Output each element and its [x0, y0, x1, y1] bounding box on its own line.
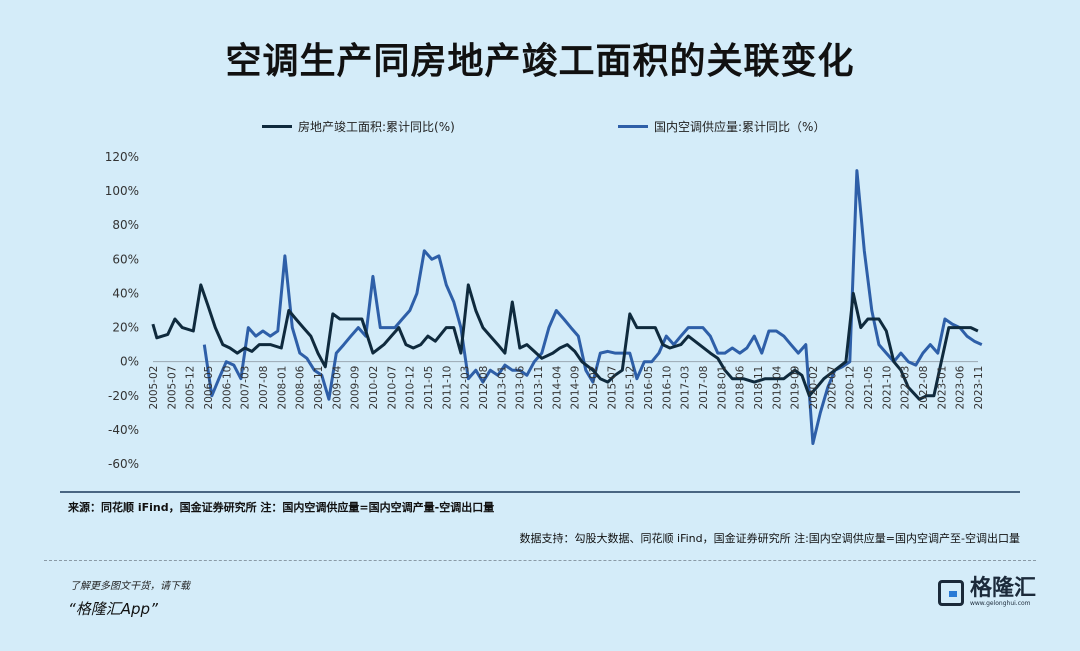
x-tick-label: 2013-11	[533, 366, 545, 410]
x-tick-label: 2012-03	[460, 366, 472, 410]
footer-divider	[44, 560, 1036, 561]
brand-logo: 格隆汇 www.gelonghui.com	[937, 576, 1036, 607]
x-tick-label: 2008-11	[313, 366, 325, 410]
x-tick-label: 2023-01	[936, 366, 948, 410]
x-tick-label: 2016-10	[661, 366, 673, 410]
x-tick-label: 2023-11	[973, 366, 985, 410]
x-tick-label: 2009-04	[331, 365, 343, 409]
legend-label-ac-supply: 国内空调供应量:累计同比（%）	[654, 120, 826, 134]
x-tick-label: 2007-03	[240, 366, 252, 410]
x-tick-label: 2023-06	[955, 365, 967, 409]
x-tick-label: 2006-10	[221, 366, 233, 410]
x-tick-label: 2014-09	[570, 366, 582, 410]
x-tick-label: 2017-03	[680, 366, 692, 410]
x-tick-label: 2011-10	[441, 366, 453, 410]
legend-label-completion: 房地产竣工面积:累计同比(%)	[298, 120, 455, 134]
y-tick-label: -60%	[108, 457, 139, 471]
x-tick-label: 2015-07	[606, 366, 618, 410]
x-tick-label: 2008-06	[295, 365, 307, 409]
x-tick-label: 2008-01	[276, 366, 288, 410]
x-tick-label: 2015-02	[588, 366, 600, 410]
y-tick-label: -20%	[108, 389, 139, 403]
x-tick-label: 2005-07	[166, 366, 178, 410]
y-axis: 120% 100% 80% 60% 40% 20% 0% -20% -40% -60%	[105, 150, 139, 471]
x-tick-label: 2015-12	[625, 366, 637, 410]
x-tick-label: 2010-07	[386, 366, 398, 410]
x-tick-label: 2014-04	[551, 365, 563, 409]
legend-swatch-completion	[262, 125, 292, 128]
source-note: 来源：同花顺 iFind，国金证券研究所 注：国内空调供应量=国内空调产量-空调…	[68, 501, 495, 514]
x-tick-label: 2013-06	[515, 365, 527, 409]
x-tick-label: 2018-11	[753, 366, 765, 410]
x-tick-label: 2005-02	[148, 366, 160, 410]
x-tick-label: 2013-01	[496, 366, 508, 410]
x-tick-label: 2020-12	[845, 366, 857, 410]
data-support-note: 数据支持：勾股大数据、同花顺 iFind，国金证券研究所 注:国内空调供应量=国…	[519, 532, 1020, 545]
x-tick-label: 2016-05	[643, 366, 655, 410]
x-tick-label: 2018-06	[735, 365, 747, 409]
x-tick-label: 2021-05	[863, 366, 875, 410]
legend-item-completion: 房地产竣工面积:累计同比(%)	[262, 118, 455, 135]
x-tick-label: 2006-05	[203, 366, 215, 410]
legend-item-ac-supply: 国内空调供应量:累计同比（%）	[618, 118, 825, 135]
x-tick-label: 2017-08	[698, 366, 710, 410]
logo-mark-icon	[937, 579, 964, 606]
x-axis: 2005-02 2005-07 2005-12 2006-05 2006-10 2007-…	[148, 365, 985, 409]
chart-legend: 房地产竣工面积:累计同比(%) 国内空调供应量:累计同比（%）	[0, 118, 1080, 142]
promo-line-2: “格隆汇App”	[68, 600, 158, 618]
page-title: 空调生产同房地产竣工面积的关联变化	[225, 41, 855, 82]
y-tick-label: 120%	[105, 150, 139, 164]
x-tick-label: 2010-02	[368, 366, 380, 410]
x-tick-label: 2020-07	[826, 366, 838, 410]
y-tick-label: -40%	[108, 423, 139, 437]
x-tick-label: 2009-09	[350, 366, 362, 410]
x-tick-label: 2010-12	[405, 366, 417, 410]
x-tick-label: 2007-08	[258, 366, 270, 410]
x-tick-label: 2018-01	[716, 366, 728, 410]
line-chart: 120% 100% 80% 60% 40% 20% 0% -20% -40% -60% 2005-…	[60, 150, 1020, 493]
series-lines	[151, 169, 983, 445]
x-tick-label: 2012-08	[478, 366, 490, 410]
x-tick-label: 2019-09	[790, 366, 802, 410]
x-tick-label: 2022-03	[900, 366, 912, 410]
logo-text: 格隆汇	[969, 576, 1036, 601]
legend-swatch-ac-supply	[618, 125, 648, 128]
y-tick-label: 20%	[112, 321, 139, 335]
x-tick-label: 2005-12	[185, 366, 197, 410]
x-tick-label: 2011-05	[423, 366, 435, 410]
x-tick-label: 2021-10	[881, 366, 893, 410]
logo-url: www.gelonghui.com	[969, 600, 1031, 607]
promo-line-1: 了解更多图文干货，请下载	[70, 581, 190, 592]
x-tick-label: 2022-08	[918, 366, 930, 410]
y-tick-label: 100%	[105, 184, 139, 198]
y-tick-label: 60%	[112, 252, 139, 266]
y-tick-label: 40%	[112, 286, 139, 300]
x-tick-label: 2019-04	[771, 365, 783, 409]
series-line-completion	[151, 283, 979, 401]
x-tick-label: 2020-02	[808, 366, 820, 410]
y-tick-label: 80%	[112, 218, 139, 232]
y-tick-label: 0%	[120, 355, 139, 369]
